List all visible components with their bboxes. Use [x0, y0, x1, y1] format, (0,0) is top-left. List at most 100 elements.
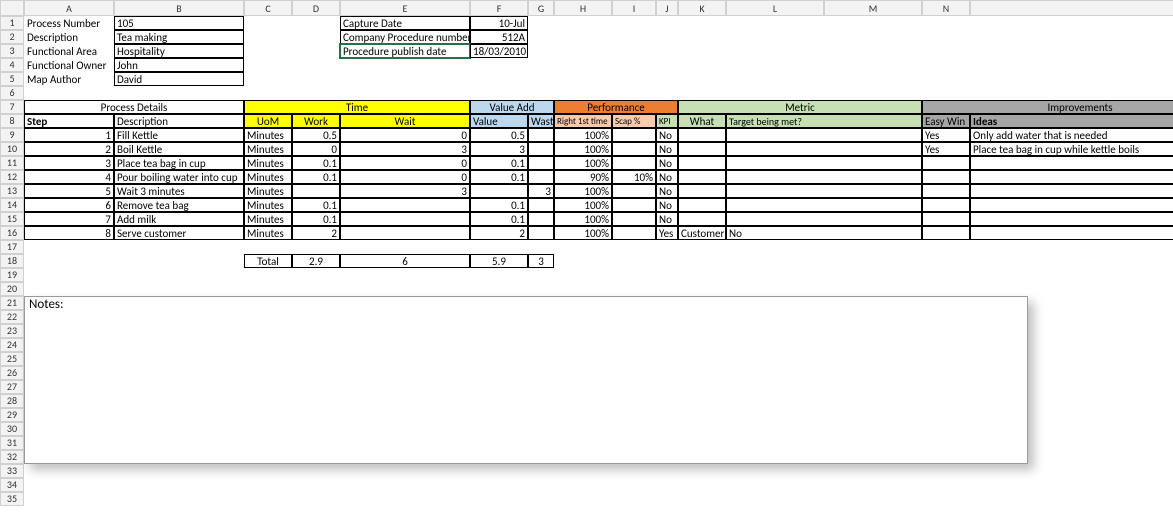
meta-right-value[interactable]: 18/03/2010 [470, 44, 528, 58]
cell-right1st[interactable]: 100% [554, 184, 612, 198]
cell-work[interactable]: 0.1 [292, 156, 340, 170]
cell-scap[interactable] [612, 142, 656, 156]
cell-right1st[interactable]: 100% [554, 212, 612, 226]
cell-scap[interactable] [612, 212, 656, 226]
row-header-25[interactable]: 25 [0, 352, 24, 366]
cell-target[interactable] [726, 198, 922, 212]
cell-what[interactable] [678, 156, 726, 170]
cell-what[interactable] [678, 142, 726, 156]
cell-kpi[interactable]: No [656, 184, 678, 198]
row-header-14[interactable]: 14 [0, 198, 24, 212]
cell-value[interactable] [470, 184, 528, 198]
cell-what[interactable] [678, 184, 726, 198]
row-header-28[interactable]: 28 [0, 394, 24, 408]
cell-work[interactable]: 0.1 [292, 198, 340, 212]
row-header-18[interactable]: 18 [0, 254, 24, 268]
cell-kpi[interactable]: No [656, 156, 678, 170]
cell-wait[interactable]: 0 [340, 128, 470, 142]
row-header-9[interactable]: 9 [0, 128, 24, 142]
cell-waste[interactable] [528, 226, 554, 240]
row-header-10[interactable]: 10 [0, 142, 24, 156]
cell-what[interactable] [678, 170, 726, 184]
cell-work[interactable]: 0.1 [292, 212, 340, 226]
col-header-G[interactable]: G [528, 0, 554, 16]
col-header-D[interactable]: D [292, 0, 340, 16]
cell-uom[interactable]: Minutes [244, 142, 292, 156]
row-header-26[interactable]: 26 [0, 366, 24, 380]
cell-target[interactable] [726, 142, 922, 156]
cell-uom[interactable]: Minutes [244, 212, 292, 226]
cell-wait[interactable]: 3 [340, 184, 470, 198]
cell-uom[interactable]: Minutes [244, 198, 292, 212]
row-header-2[interactable]: 2 [0, 30, 24, 44]
cell-target[interactable] [726, 212, 922, 226]
cell-wait[interactable]: 0 [340, 170, 470, 184]
cell-kpi[interactable]: No [656, 128, 678, 142]
row-header-21[interactable]: 21 [0, 296, 24, 310]
cell-easywin[interactable]: Yes [922, 142, 970, 156]
row-header-29[interactable]: 29 [0, 408, 24, 422]
meta-value[interactable]: Tea making [114, 30, 244, 44]
cell-target[interactable] [726, 170, 922, 184]
cell-value[interactable]: 0.1 [470, 170, 528, 184]
row-header-20[interactable]: 20 [0, 282, 24, 296]
row-header-15[interactable]: 15 [0, 212, 24, 226]
cell-kpi[interactable]: No [656, 170, 678, 184]
cell-desc[interactable]: Fill Kettle [114, 128, 244, 142]
col-header-I[interactable]: I [612, 0, 656, 16]
row-header-5[interactable]: 5 [0, 72, 24, 86]
cell-desc[interactable]: Remove tea bag [114, 198, 244, 212]
cell-target[interactable] [726, 156, 922, 170]
cell-desc[interactable]: Serve customer [114, 226, 244, 240]
cell-target[interactable] [726, 184, 922, 198]
col-header-N[interactable]: N [922, 0, 970, 16]
row-header-12[interactable]: 12 [0, 170, 24, 184]
cell-wait[interactable] [340, 198, 470, 212]
cell-value[interactable]: 0.1 [470, 198, 528, 212]
cell-value[interactable]: 2 [470, 226, 528, 240]
row-header-8[interactable]: 8 [0, 114, 24, 128]
cell-uom[interactable]: Minutes [244, 226, 292, 240]
row-header-34[interactable]: 34 [0, 478, 24, 492]
cell-easywin[interactable] [922, 156, 970, 170]
row-header-24[interactable]: 24 [0, 338, 24, 352]
col-header-F[interactable]: F [470, 0, 528, 16]
row-header-35[interactable]: 35 [0, 492, 24, 506]
cell-scap[interactable] [612, 184, 656, 198]
cell-what[interactable] [678, 212, 726, 226]
col-header-E[interactable]: E [340, 0, 470, 16]
cell-easywin[interactable] [922, 212, 970, 226]
col-header-H[interactable]: H [554, 0, 612, 16]
cell-waste[interactable] [528, 212, 554, 226]
row-header-1[interactable]: 1 [0, 16, 24, 30]
meta-value[interactable]: John [114, 58, 244, 72]
cell-right1st[interactable]: 100% [554, 128, 612, 142]
cell-kpi[interactable]: No [656, 142, 678, 156]
cell-wait[interactable]: 3 [340, 142, 470, 156]
cell-desc[interactable]: Add milk [114, 212, 244, 226]
meta-right-value[interactable]: 512A [470, 30, 528, 44]
cell-work[interactable]: 0 [292, 142, 340, 156]
row-header-23[interactable]: 23 [0, 324, 24, 338]
meta-value[interactable]: 105 [114, 16, 244, 30]
cell-easywin[interactable] [922, 226, 970, 240]
cell-what[interactable] [678, 198, 726, 212]
cell-waste[interactable] [528, 142, 554, 156]
notes-box[interactable]: Notes: [24, 296, 1028, 464]
cell-uom[interactable]: Minutes [244, 184, 292, 198]
cell-kpi[interactable]: No [656, 198, 678, 212]
cell-scap[interactable] [612, 156, 656, 170]
row-header-31[interactable]: 31 [0, 436, 24, 450]
row-header-4[interactable]: 4 [0, 58, 24, 72]
cell-work[interactable]: 0.1 [292, 170, 340, 184]
cell-wait[interactable] [340, 226, 470, 240]
row-header-33[interactable]: 33 [0, 464, 24, 478]
cell-scap[interactable]: 10% [612, 170, 656, 184]
cell-value[interactable]: 0.5 [470, 128, 528, 142]
cell-right1st[interactable]: 100% [554, 142, 612, 156]
cell-waste[interactable] [528, 170, 554, 184]
cell-work[interactable]: 2 [292, 226, 340, 240]
row-header-11[interactable]: 11 [0, 156, 24, 170]
cell-kpi[interactable]: No [656, 212, 678, 226]
select-all[interactable] [0, 0, 24, 16]
